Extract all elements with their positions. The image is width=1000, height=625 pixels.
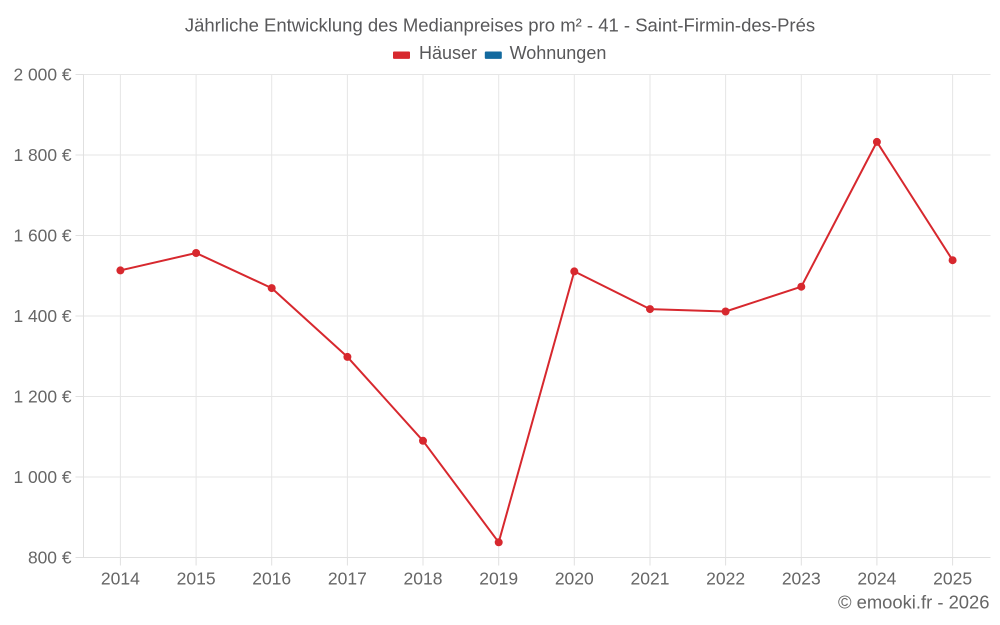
svg-text:Jährliche Entwicklung des Medi: Jährliche Entwicklung des Medianpreises … (185, 15, 815, 36)
svg-text:2017: 2017 (328, 569, 367, 589)
svg-text:2018: 2018 (404, 569, 443, 589)
svg-text:Häuser: Häuser (419, 43, 477, 63)
svg-text:2016: 2016 (252, 569, 291, 589)
svg-text:2025: 2025 (933, 569, 972, 589)
svg-text:2 000 €: 2 000 € (13, 65, 71, 85)
svg-text:2023: 2023 (782, 569, 821, 589)
svg-text:2019: 2019 (479, 569, 518, 589)
svg-text:2015: 2015 (177, 569, 216, 589)
svg-text:1 400 €: 1 400 € (13, 306, 71, 326)
svg-text:800 €: 800 € (28, 548, 72, 568)
svg-text:1 200 €: 1 200 € (13, 387, 71, 407)
svg-text:© emooki.fr - 2026: © emooki.fr - 2026 (838, 592, 990, 613)
svg-text:2024: 2024 (857, 569, 896, 589)
svg-text:2020: 2020 (555, 569, 594, 589)
svg-text:2022: 2022 (706, 569, 745, 589)
svg-text:2021: 2021 (631, 569, 670, 589)
svg-text:1 600 €: 1 600 € (13, 226, 71, 246)
svg-text:1 000 €: 1 000 € (13, 467, 71, 487)
svg-text:1 800 €: 1 800 € (13, 145, 71, 165)
svg-text:2014: 2014 (101, 569, 140, 589)
svg-text:Wohnungen: Wohnungen (510, 43, 607, 63)
